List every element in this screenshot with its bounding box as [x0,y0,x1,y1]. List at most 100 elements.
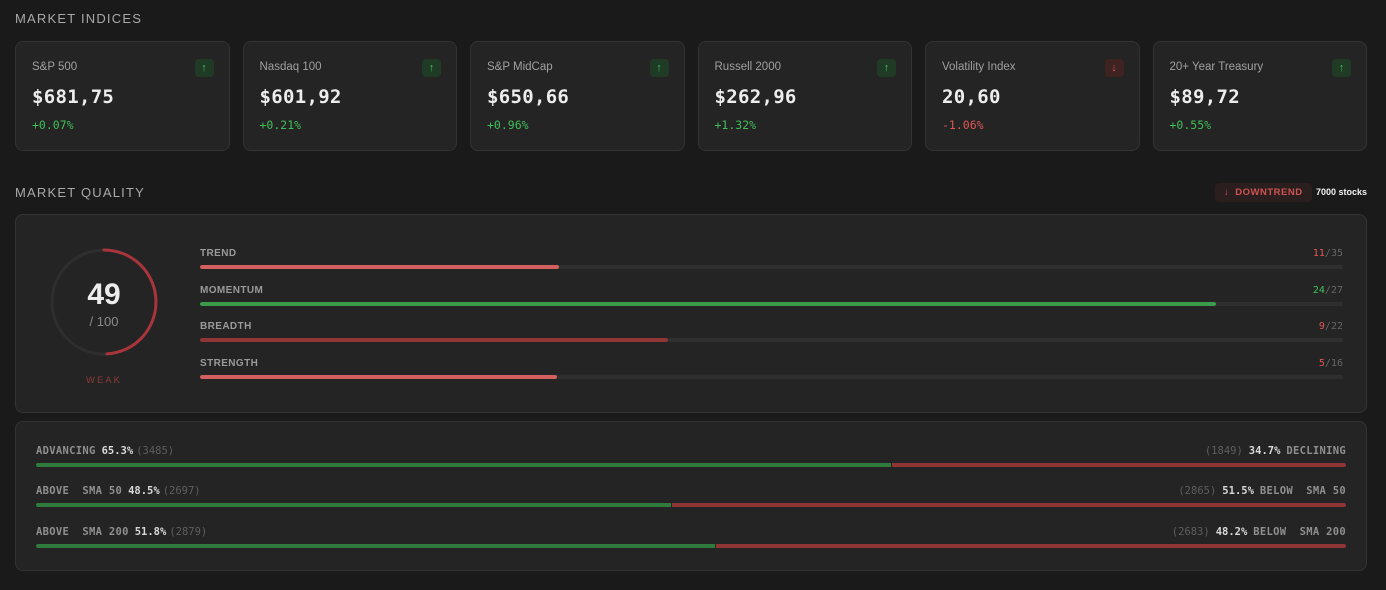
metric-value: 9 [1318,321,1325,332]
index-cards: S&P 500 $681,75 +0.07% ↑ Nasdaq 100 $601… [15,41,1367,151]
market-indices-title: MARKET INDICES [15,11,143,26]
breadth-bar [36,463,1346,467]
quality-panel: 49 / 100 WEAK TREND 11/35 MOMENTUM 24/27… [15,214,1367,413]
metric-fill [200,302,1216,306]
index-name: Volatility Index [942,61,1016,73]
breadth-left-count: (2879) [169,526,208,538]
breadth-row-sma200: ABOVE SMA 200 51.8% (2879) (2683) 48.2% BELO… [36,526,1346,556]
metric-score: 9/22 [1318,321,1343,332]
arrow-up-icon: ↑ [194,59,214,77]
breadth-right-label: BELOW SMA 50 [1259,485,1346,497]
metric-max: 16 [1330,358,1343,369]
breadth-left-count: (2697) [162,485,201,497]
metric-fill [200,375,558,379]
metric-value: 24 [1312,285,1325,296]
quality-score-max: / 100 [89,314,119,329]
metric-name: MOMENTUM [200,285,264,296]
index-name: Russell 2000 [714,61,781,73]
breadth-bar-red [672,503,1346,507]
metric-name: BREADTH [200,321,252,332]
metric-max: 22 [1330,321,1343,332]
metric-value: 11 [1312,248,1325,259]
index-name: Nasdaq 100 [259,61,322,73]
index-price: $601,92 [259,86,342,108]
metric-track [200,265,1343,269]
breadth-bar [36,503,1346,507]
metric-value: 5 [1318,358,1325,369]
breadth-left-pct: 48.5% [128,485,160,497]
index-change: +1.32% [714,118,757,132]
breadth-right-label: BELOW SMA 200 [1253,526,1346,538]
index-price: $650,66 [487,86,570,108]
metric-max: 35 [1330,248,1343,259]
metric-score: 24/27 [1312,285,1343,296]
quality-score: 49 [87,278,121,311]
index-name: S&P 500 [32,61,78,73]
breadth-bar-red [892,463,1346,467]
index-name: S&P MidCap [487,61,553,73]
downtrend-badge: ↓ DOWNTREND [1215,183,1312,202]
breadth-left-pct: 65.3% [101,445,134,457]
gauge-arc [50,248,158,356]
index-card-nasdaq100[interactable]: Nasdaq 100 $601,92 +0.21% ↑ [242,41,457,151]
index-price: 20,60 [942,86,1001,108]
breadth-left-pct: 51.8% [134,526,167,538]
breadth-row-sma50: ABOVE SMA 50 48.5% (2697) (2865) 51.5% BELOW… [36,485,1346,515]
index-card-volatility[interactable]: Volatility Index 20,60 -1.06% ↓ [925,41,1140,151]
index-change: +0.96% [487,118,529,132]
breadth-right-count: (2865) [1178,485,1217,497]
stock-count: 7000 stocks [1315,187,1367,197]
arrow-up-icon: ↑ [1332,59,1351,77]
breadth-left-label: ABOVE SMA 50 [36,485,123,497]
metric-breadth: BREADTH 9/22 [200,321,1343,351]
metric-score: 11/35 [1312,248,1343,259]
breadth-bar-green [36,503,672,507]
index-card-russell2000[interactable]: Russell 2000 $262,96 +1.32% ↑ [697,41,912,151]
arrow-down-icon: ↓ [1224,187,1230,198]
metric-trend: TREND 11/35 [200,248,1343,278]
index-change: +0.07% [32,118,74,132]
market-quality-title: MARKET QUALITY [15,185,145,200]
metric-strength: STRENGTH 5/16 [200,358,1343,388]
downtrend-label: DOWNTREND [1235,187,1303,198]
index-card-sp500[interactable]: S&P 500 $681,75 +0.07% ↑ [15,41,230,151]
arrow-up-icon: ↑ [649,59,669,77]
breadth-row-advancing: ADVANCING 65.3% (3485) (1849) 34.7% DECLININ… [36,445,1346,475]
index-change: -1.06% [942,118,984,132]
index-price: $89,72 [1169,86,1240,108]
metric-fill [200,265,560,269]
breadth-left-count: (3485) [136,445,175,457]
index-card-treasury[interactable]: 20+ Year Treasury $89,72 +0.55% ↑ [1152,41,1367,151]
index-price: $262,96 [714,86,797,108]
breadth-right-count: (2683) [1171,526,1210,538]
index-change: +0.21% [259,118,302,132]
index-card-sp-midcap[interactable]: S&P MidCap $650,66 +0.96% ↑ [470,41,685,151]
metric-track [200,375,1343,379]
index-name: 20+ Year Treasury [1169,61,1264,73]
arrow-up-icon: ↑ [877,59,896,77]
breadth-right-pct: 34.7% [1248,445,1281,457]
breadth-left-label: ABOVE SMA 200 [36,526,129,538]
breadth-bar-red [715,544,1346,548]
arrow-up-icon: ↑ [422,59,441,77]
breadth-right-count: (1849) [1204,445,1243,457]
metric-momentum: MOMENTUM 24/27 [200,285,1343,315]
breadth-right-pct: 51.5% [1222,485,1254,497]
metric-name: TREND [200,248,237,259]
metric-max: 27 [1330,285,1343,296]
breadth-bar-green [36,544,715,548]
arrow-down-icon: ↓ [1104,59,1124,77]
breadth-right-pct: 48.2% [1215,526,1248,538]
metric-track [200,302,1343,306]
breadth-panel: ADVANCING 65.3% (3485) (1849) 34.7% DECLININ… [15,421,1367,571]
metric-track [200,338,1343,342]
metric-fill [200,338,668,342]
quality-rating: WEAK [86,375,122,386]
breadth-bar [36,544,1346,548]
breadth-bar-green [36,463,892,467]
metric-score: 5/16 [1318,358,1343,369]
index-price: $681,75 [32,86,115,108]
quality-gauge: 49 / 100 [49,247,159,357]
index-change: +0.55% [1169,118,1212,132]
metric-name: STRENGTH [200,358,259,369]
